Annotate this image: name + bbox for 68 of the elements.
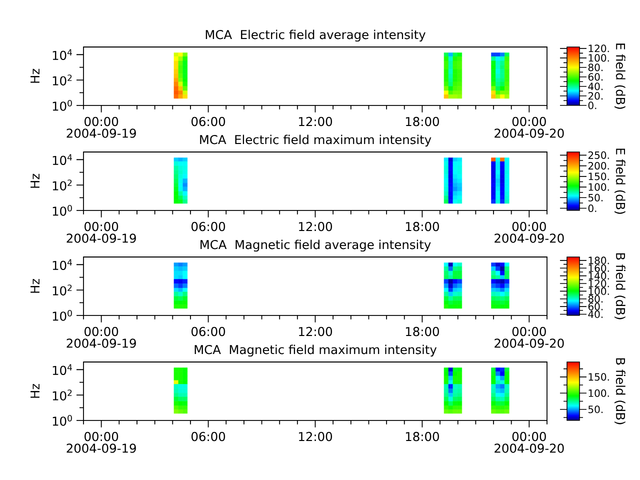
color-bar-label: 180. bbox=[588, 256, 609, 264]
x-tick-label: 06:00 bbox=[192, 432, 226, 442]
color-bar-label: 60. bbox=[588, 73, 603, 81]
y-tick-label: 10$^{4}$ bbox=[52, 49, 72, 60]
color-bar-title: B field (dB) bbox=[614, 358, 626, 424]
y-axis-title: Hz bbox=[30, 384, 40, 398]
color-bar-label: 80. bbox=[588, 64, 603, 72]
x-tick-label: 12:00 bbox=[299, 326, 332, 336]
y-axis-title: Hz bbox=[30, 174, 40, 188]
color-bar-label: 0. bbox=[588, 102, 596, 110]
y-tick-label: 10$^{4}$ bbox=[52, 259, 72, 270]
y-tick-label: 10$^{4}$ bbox=[52, 154, 72, 166]
x-tick-label: 06:00 bbox=[192, 116, 226, 126]
color-bar-label: 100. bbox=[588, 389, 609, 397]
x-tick-label: 00:00 2004-09-20 bbox=[494, 222, 564, 243]
x-tick-label: 00:00 2004-09-20 bbox=[494, 432, 564, 453]
y-tick-label: 10$^{2}$ bbox=[52, 284, 72, 296]
color-bar-label: 160. bbox=[588, 264, 609, 272]
y-tick-label: 10$^{0}$ bbox=[52, 310, 72, 321]
color-bar-label: 20. bbox=[588, 92, 603, 100]
color-bar-label: 40. bbox=[588, 310, 603, 318]
color-bar-label: 100. bbox=[588, 54, 609, 62]
x-tick-label: 00:00 2004-09-20 bbox=[494, 116, 564, 138]
x-tick-label: 06:00 bbox=[192, 222, 226, 232]
y-tick-label: 10$^{2}$ bbox=[52, 74, 72, 86]
y-tick-label: 10$^{2}$ bbox=[52, 390, 72, 400]
x-tick-label: 00:00 2004-09-19 bbox=[66, 222, 136, 243]
x-tick-label: 00:00 2004-09-19 bbox=[66, 326, 136, 348]
color-bar-label: 60. bbox=[588, 302, 603, 310]
color-bar-label: 40. bbox=[588, 82, 603, 90]
color-bar-label: 150. bbox=[588, 373, 609, 381]
y-tick-label: 10$^{0}$ bbox=[52, 204, 72, 216]
chart-title: MCA Electric field average intensity bbox=[206, 30, 426, 42]
color-bar-label: 120. bbox=[588, 280, 609, 288]
color-bar-label: 150. bbox=[588, 172, 609, 180]
y-tick-label: 10$^{0}$ bbox=[52, 414, 72, 426]
x-tick-label: 00:00 2004-09-20 bbox=[494, 326, 564, 348]
color-bar-title: E field (dB) bbox=[614, 44, 626, 109]
color-bar-label: 200. bbox=[588, 162, 609, 170]
color-bar-label: 50. bbox=[588, 194, 603, 202]
color-bar-title: B field (dB) bbox=[614, 253, 626, 320]
y-tick-label: 10$^{2}$ bbox=[52, 180, 72, 190]
x-tick-label: 12:00 bbox=[299, 116, 332, 126]
color-bar-label: 120. bbox=[588, 44, 609, 52]
color-bar-label: 50. bbox=[588, 406, 603, 414]
x-tick-label: 06:00 bbox=[192, 326, 226, 336]
color-bar-label: 100. bbox=[588, 287, 609, 295]
x-tick-label: 18:00 bbox=[406, 326, 439, 336]
x-tick-label: 18:00 bbox=[406, 432, 439, 442]
color-bar-label: 250. bbox=[588, 151, 609, 159]
x-tick-label: 00:00 2004-09-19 bbox=[66, 116, 136, 138]
color-bar-label: 140. bbox=[588, 272, 609, 280]
x-tick-label: 18:00 bbox=[406, 222, 439, 232]
color-bar-label: 80. bbox=[588, 295, 603, 303]
chart-title: MCA Electric field maximum intensity bbox=[200, 134, 432, 147]
y-tick-label: 10$^{4}$ bbox=[52, 364, 72, 376]
y-tick-label: 10$^{0}$ bbox=[52, 100, 72, 111]
color-bar-title: E field (dB) bbox=[614, 148, 626, 214]
x-tick-label: 12:00 bbox=[299, 222, 332, 232]
x-tick-label: 18:00 bbox=[406, 116, 439, 126]
y-axis-title: Hz bbox=[30, 278, 40, 293]
x-tick-label: 12:00 bbox=[299, 432, 332, 442]
color-bar-label: 100. bbox=[588, 183, 609, 191]
x-tick-label: 00:00 2004-09-19 bbox=[66, 432, 136, 453]
chart-title: MCA Magnetic field average intensity bbox=[200, 240, 431, 252]
color-bar-label: 0. bbox=[588, 204, 596, 212]
y-axis-title: Hz bbox=[30, 68, 40, 83]
chart-title: MCA Magnetic field maximum intensity bbox=[194, 344, 437, 357]
